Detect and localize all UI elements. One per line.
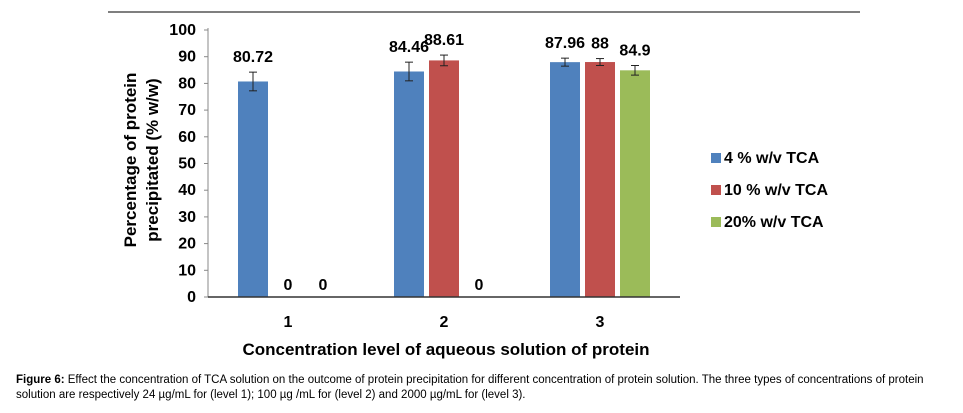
data-label: 0: [319, 277, 328, 294]
bar: [429, 60, 459, 297]
data-label: 84.46: [389, 39, 429, 56]
y-tick-label: 40: [178, 182, 196, 199]
legend-swatch: [711, 217, 721, 227]
legend-label: 20% w/v TCA: [724, 214, 824, 231]
y-tick-label: 50: [178, 156, 196, 173]
bar: [394, 71, 424, 298]
x-tick-label: 3: [596, 314, 605, 331]
legend-swatch: [711, 185, 721, 195]
y-tick-label: 30: [178, 209, 196, 226]
y-tick-label: 10: [178, 262, 196, 279]
caption-text: Effect the concentration of TCA solution…: [16, 374, 924, 401]
data-label: 87.96: [545, 35, 585, 52]
data-label: 0: [475, 277, 484, 294]
bar: [620, 70, 650, 297]
bar: [238, 81, 268, 297]
y-tick-label: 80: [178, 75, 196, 92]
data-label: 80.72: [233, 49, 273, 66]
y-tick-label: 70: [178, 102, 196, 119]
data-label: 88: [591, 36, 609, 53]
x-tick-label: 2: [440, 314, 449, 331]
caption-label: Figure 6:: [16, 374, 65, 386]
y-axis-title-line-2: precipitated (% w/w): [143, 78, 162, 241]
x-axis-title: Concentration level of aqueous solution …: [242, 340, 649, 359]
y-tick-label: 90: [178, 49, 196, 66]
legend-swatch: [711, 153, 721, 163]
data-label: 88.61: [424, 32, 464, 49]
figure-caption: Figure 6: Effect the concentration of TC…: [16, 373, 948, 403]
bar: [550, 62, 580, 297]
y-tick-label: 60: [178, 129, 196, 146]
legend: 4 % w/v TCA 10 % w/v TCA 20% w/v TCA: [711, 150, 828, 231]
bar: [585, 62, 615, 297]
data-label: 84.9: [619, 43, 650, 60]
x-tick-label: 1: [284, 314, 293, 331]
y-tick-label: 100: [169, 22, 196, 39]
data-label: 0: [284, 277, 293, 294]
legend-label: 10 % w/v TCA: [724, 182, 828, 199]
legend-label: 4 % w/v TCA: [724, 150, 820, 167]
y-tick-label: 20: [178, 236, 196, 253]
y-tick-label: 0: [187, 289, 196, 306]
y-axis-title-line-1: Percentage of protein: [121, 73, 140, 248]
